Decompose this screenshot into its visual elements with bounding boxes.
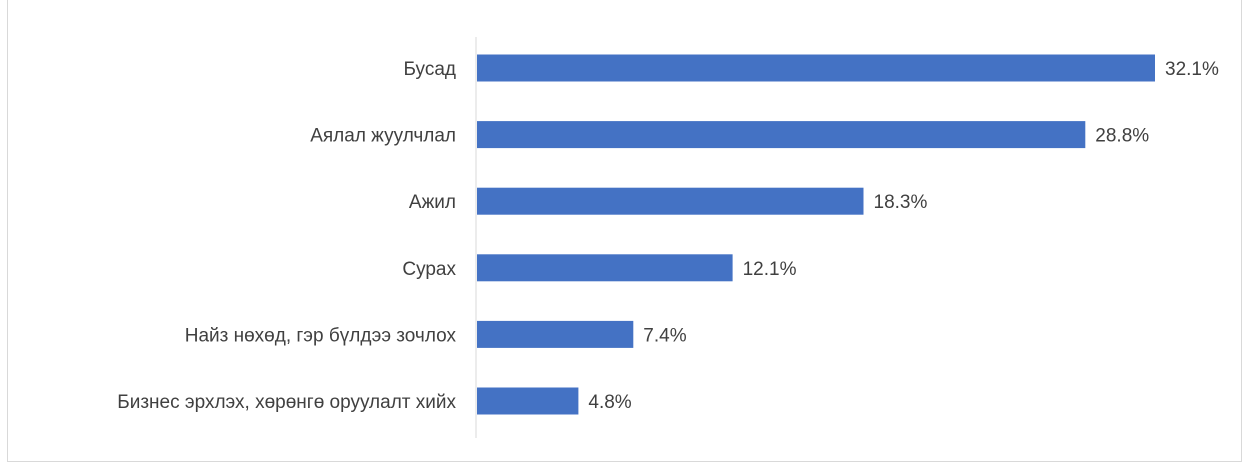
category-label-5: Бизнес эрхлэх, хөрөнгө оруулалт хийх xyxy=(117,392,456,413)
value-label-1: 28.8% xyxy=(1095,126,1149,147)
chart-frame xyxy=(7,0,1242,462)
bar-5 xyxy=(477,387,579,415)
category-label-3: Сурах xyxy=(402,259,456,280)
category-label-4: Найз нөхөд, гэр бүлдээ зочлох xyxy=(185,325,457,346)
value-label-3: 12.1% xyxy=(743,259,797,280)
category-label-1: Аялал жуулчлал xyxy=(310,126,456,147)
bar-0 xyxy=(477,54,1155,82)
value-labels: 32.1% 28.8% 18.3% 12.1% 7.4% 4.8% xyxy=(588,59,1219,413)
value-label-0: 32.1% xyxy=(1165,59,1219,80)
value-label-2: 18.3% xyxy=(874,192,928,213)
category-label-2: Ажил xyxy=(409,192,456,213)
bar-group xyxy=(477,54,1155,415)
bar-2 xyxy=(477,187,864,215)
bar-3 xyxy=(477,254,733,282)
bar-4 xyxy=(477,320,634,348)
category-label-0: Бусад xyxy=(404,59,457,80)
value-label-4: 7.4% xyxy=(643,325,686,346)
bar-1 xyxy=(477,121,1086,149)
value-label-5: 4.8% xyxy=(588,392,631,413)
category-labels: Бусад Аялал жуулчлал Ажил Сурах Найз нөхөд, … xyxy=(117,59,456,413)
